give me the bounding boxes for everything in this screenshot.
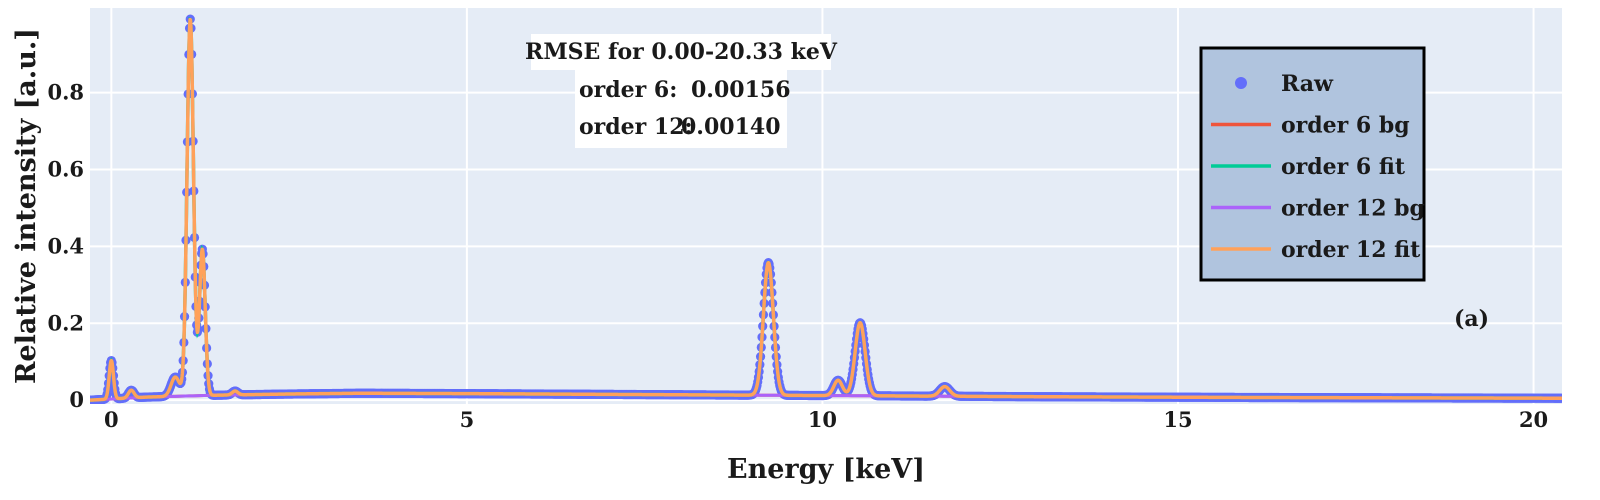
annotation-row-value: 0.00156 <box>691 77 791 103</box>
annotation-row-value: 0.00140 <box>681 114 781 140</box>
annotation-row-label: order 6: <box>579 77 677 103</box>
legend-label: order 12 fit <box>1281 237 1421 263</box>
y-tick-label: 0.6 <box>47 156 84 181</box>
y-tick-label: 0 <box>69 387 84 412</box>
x-tick-label: 0 <box>104 407 119 432</box>
x-tick-label: 20 <box>1519 407 1548 432</box>
y-tick-label: 0.2 <box>47 310 84 335</box>
x-tick-label: 15 <box>1163 407 1192 432</box>
x-tick-label: 10 <box>808 407 837 432</box>
legend-marker <box>1235 77 1247 89</box>
legend-label: Raw <box>1281 71 1334 97</box>
legend-label: order 6 fit <box>1281 154 1406 180</box>
y-tick-label: 0.8 <box>47 80 84 105</box>
y-axis-title: Relative intensity [a.u.] <box>11 28 42 384</box>
series-layer <box>90 14 1562 404</box>
x-tick-label: 5 <box>460 407 475 432</box>
legend-label: order 12 bg <box>1281 196 1425 222</box>
panel-label: (a) <box>1454 306 1489 332</box>
y-axis-ticks: 0 0.2 0.4 0.6 0.8 <box>47 80 84 413</box>
annotation-row-label: order 12: <box>579 114 693 140</box>
x-axis-title: Energy [keV] <box>727 454 925 485</box>
annotation-title: RMSE for 0.00-20.33 keV <box>525 39 838 65</box>
y-tick-label: 0.4 <box>47 233 84 258</box>
legend: Raw order 6 bg order 6 fit order 12 bg order… <box>1199 46 1426 282</box>
x-axis-ticks: 0 5 10 15 20 <box>104 407 1548 432</box>
legend-label: order 6 bg <box>1281 113 1410 139</box>
